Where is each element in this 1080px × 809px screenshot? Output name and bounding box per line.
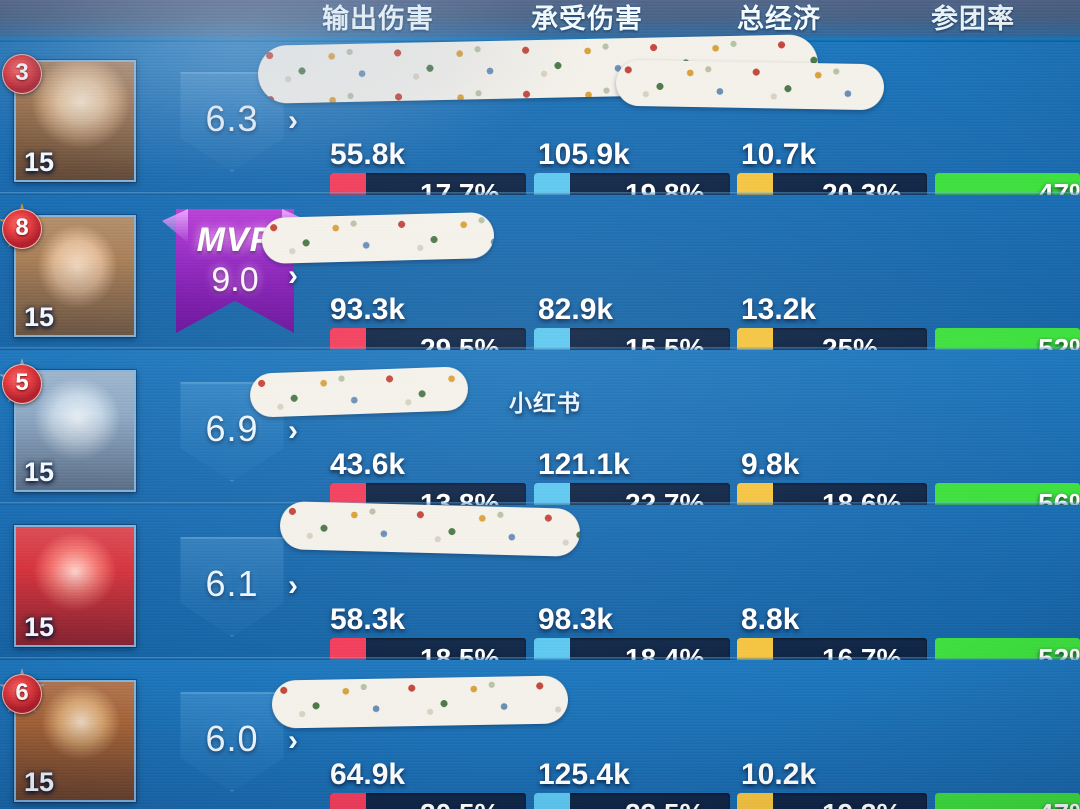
stat-value-gold: 10.2k: [741, 758, 817, 791]
row-divider: [0, 502, 1080, 505]
redaction-overlay: [271, 675, 569, 729]
stat-value-gold: 13.2k: [741, 293, 817, 326]
avatar[interactable]: 15: [14, 525, 136, 647]
player-score: 6.1: [205, 563, 259, 604]
scoreboard-header: 输出伤害 承受伤害 总经济 参团率: [0, 0, 1080, 40]
rank-number: 5: [2, 364, 42, 404]
column-header-damage-taken: 承受伤害: [531, 4, 643, 34]
watermark-label: 小红书: [509, 390, 581, 416]
column-header-total-gold: 总经济: [737, 4, 821, 34]
redaction-overlay: [615, 59, 885, 111]
stat-value-damage: 43.6k: [330, 448, 406, 481]
row-divider: [0, 657, 1080, 660]
rank-number: 3: [2, 54, 42, 94]
stat-bar-fill-damage: [330, 793, 366, 809]
stat-value-damage: 93.3k: [330, 293, 406, 326]
row-divider: [0, 347, 1080, 350]
stat-percent-participation: 47%: [1038, 793, 1080, 809]
stat-value-taken: 121.1k: [538, 448, 630, 481]
stat-percent-taken: 23.5%: [625, 793, 704, 809]
avatar-level-label: 15: [24, 147, 55, 177]
rank-badge: 6: [0, 668, 48, 718]
stat-bar-fill-taken: [534, 793, 570, 809]
rank-badge: 5: [0, 358, 48, 408]
rank-badge: 3: [0, 48, 48, 98]
stat-value-taken: 105.9k: [538, 138, 630, 171]
stat-percent-damage: 20.5%: [420, 793, 499, 809]
stat-value-damage: 58.3k: [330, 603, 406, 636]
avatar-level-label: 15: [24, 612, 55, 642]
chevron-right-icon[interactable]: ›: [288, 104, 298, 137]
rank-badge: 8: [0, 203, 48, 253]
stat-value-gold: 9.8k: [741, 448, 800, 481]
avatar-level-label: 15: [24, 457, 55, 487]
stat-value-damage: 64.9k: [330, 758, 406, 791]
row-background: [0, 350, 1080, 505]
stat-percent-gold: 19.3%: [822, 793, 901, 809]
row-divider: [0, 192, 1080, 195]
avatar-portrait: [16, 527, 134, 645]
chevron-right-icon[interactable]: ›: [288, 259, 298, 292]
player-score: 6.9: [205, 408, 259, 449]
player-score: 9.0: [211, 261, 259, 299]
chevron-right-icon[interactable]: ›: [288, 724, 298, 757]
redaction-overlay: [261, 211, 495, 265]
rank-number: 6: [2, 674, 42, 714]
avatar-shading: [16, 527, 134, 645]
stat-value-gold: 10.7k: [741, 138, 817, 171]
rank-number: 8: [2, 209, 42, 249]
redaction-overlay: [249, 366, 469, 418]
stat-bar-fill-participation: [935, 793, 1080, 809]
stat-bar-taken: [534, 793, 730, 809]
avatar[interactable]: 15: [14, 60, 136, 182]
stat-bar-participation: [935, 793, 1080, 809]
mvp-label: MVP: [196, 221, 274, 259]
stat-value-taken: 125.4k: [538, 758, 630, 791]
stat-value-gold: 8.8k: [741, 603, 800, 636]
column-header-participation-rate: 参团率: [931, 4, 1015, 34]
stat-bar-damage: [330, 793, 526, 809]
stat-bar-fill-gold: [737, 793, 773, 809]
chevron-right-icon[interactable]: ›: [288, 414, 298, 447]
avatar-level-label: 15: [24, 302, 55, 332]
stat-value-taken: 98.3k: [538, 603, 614, 636]
table-row[interactable]: 158MVP9.0›93.3k82.9k13.2k29.5%15.5%25%52…: [0, 195, 1080, 370]
avatar-level-label: 15: [24, 767, 55, 797]
player-score: 6.3: [205, 98, 259, 139]
stat-value-damage: 55.8k: [330, 138, 406, 171]
stat-bar-gold: [737, 793, 927, 809]
column-header-damage-dealt: 输出伤害: [322, 4, 434, 34]
chevron-right-icon[interactable]: ›: [288, 569, 298, 602]
player-score: 6.0: [205, 718, 259, 759]
stat-value-taken: 82.9k: [538, 293, 614, 326]
redaction-overlay: [279, 501, 581, 557]
